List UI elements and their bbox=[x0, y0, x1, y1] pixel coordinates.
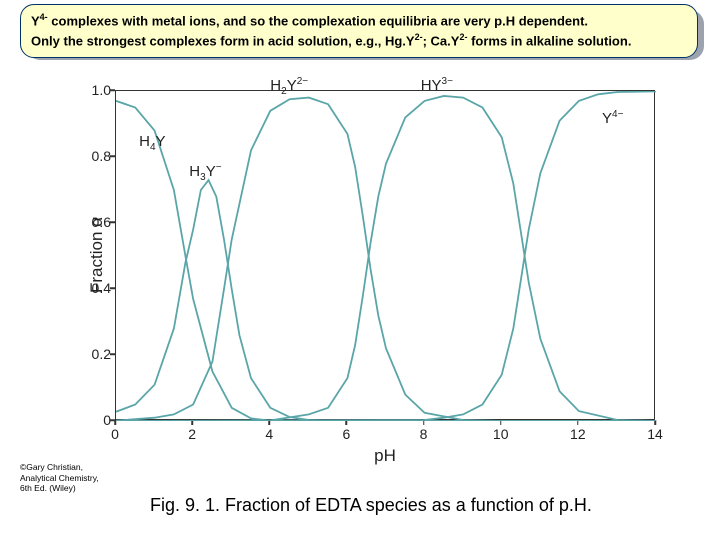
info-line2-mid: ; Ca.Y bbox=[423, 33, 460, 48]
curve-H2Y bbox=[116, 98, 502, 421]
series-label-H2Y: H2Y2− bbox=[270, 76, 308, 97]
xtick-label: 10 bbox=[493, 426, 509, 442]
xtick-label: 4 bbox=[265, 426, 273, 442]
curve-HY bbox=[116, 96, 656, 421]
ytick-label: 1.0 bbox=[85, 82, 111, 98]
curve-H3Y bbox=[116, 180, 656, 421]
info-box: Y4- complexes with metal ions, and so th… bbox=[20, 4, 698, 58]
info-line2-post: forms in alkaline solution. bbox=[467, 33, 631, 48]
ytick-label: 0.2 bbox=[85, 346, 111, 362]
info-hgy-charge: 2- bbox=[415, 32, 423, 42]
xtick-label: 2 bbox=[188, 426, 196, 442]
ytick-label: 0 bbox=[85, 412, 111, 428]
credit-text: ©Gary Christian, Analytical Chemistry, 6… bbox=[20, 462, 99, 494]
curves-svg bbox=[116, 91, 656, 421]
xtick-label: 6 bbox=[343, 426, 351, 442]
plot-area: H4YH3Y−H2Y2−HY3−Y4− bbox=[115, 90, 655, 420]
ytick-label: 0.4 bbox=[85, 280, 111, 296]
x-axis-label: pH bbox=[374, 446, 396, 466]
info-line1-text: complexes with metal ions, and so the co… bbox=[48, 13, 588, 28]
xtick-label: 0 bbox=[111, 426, 119, 442]
series-label-HY: HY3− bbox=[421, 76, 453, 94]
curve-Y bbox=[116, 91, 656, 421]
credit-line-2: Analytical Chemistry, bbox=[20, 473, 99, 484]
credit-line-1: ©Gary Christian, bbox=[20, 462, 99, 473]
info-line-1: Y4- complexes with metal ions, and so th… bbox=[31, 11, 687, 31]
info-line-2: Only the strongest complexes form in aci… bbox=[31, 31, 687, 51]
series-label-Y: Y4− bbox=[602, 109, 623, 127]
series-label-H4Y: H4Y bbox=[139, 133, 165, 153]
info-line2-pre: Only the strongest complexes form in aci… bbox=[31, 33, 415, 48]
info-y-charge: 4- bbox=[40, 12, 48, 22]
figure-caption: Fig. 9. 1. Fraction of EDTA species as a… bbox=[150, 495, 592, 516]
ytick-label: 0.6 bbox=[85, 214, 111, 230]
chart-container: Fraction α pH 00.20.40.60.81.0 024681012… bbox=[55, 80, 675, 470]
info-y-symbol: Y bbox=[31, 13, 40, 28]
xtick-label: 8 bbox=[420, 426, 428, 442]
xtick-label: 14 bbox=[647, 426, 663, 442]
credit-line-3: 6th Ed. (Wiley) bbox=[20, 483, 99, 494]
ytick-label: 0.8 bbox=[85, 148, 111, 164]
series-label-H3Y: H3Y− bbox=[189, 162, 221, 183]
xtick-label: 12 bbox=[570, 426, 586, 442]
curve-H4Y bbox=[116, 101, 656, 421]
